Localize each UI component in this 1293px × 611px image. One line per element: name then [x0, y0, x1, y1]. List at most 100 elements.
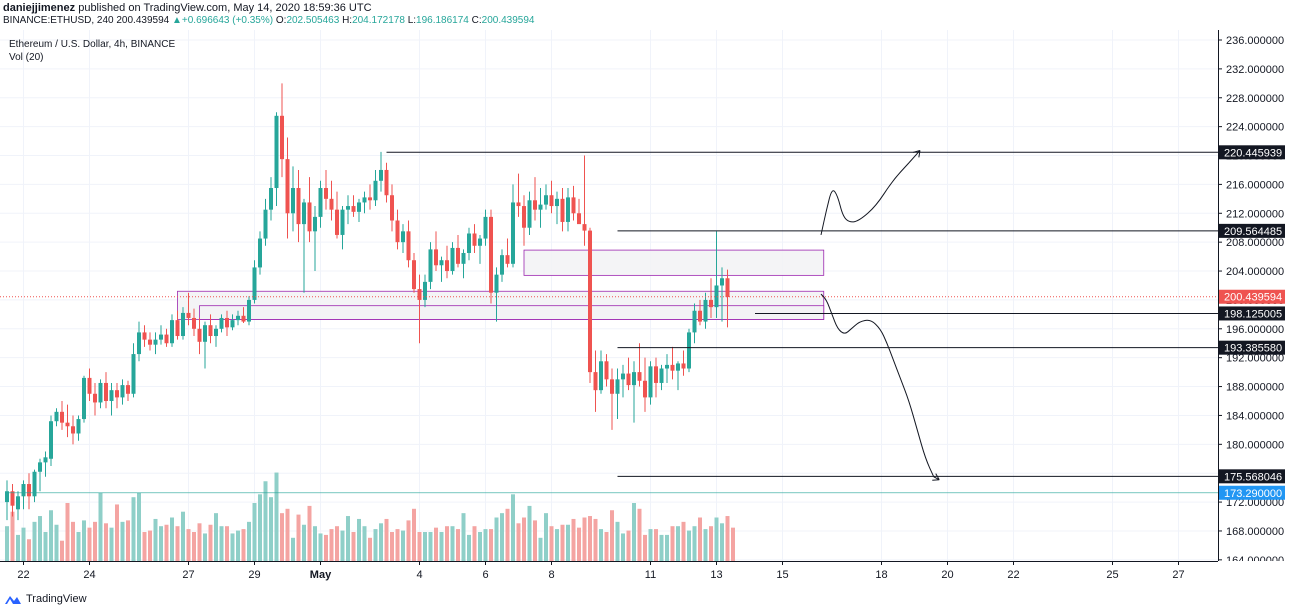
candle-body [709, 299, 713, 308]
volume-bar [225, 526, 229, 561]
candle [401, 224, 405, 253]
volume-bar [54, 524, 59, 561]
price-label-badge [1219, 485, 1285, 500]
candle [82, 375, 86, 423]
candle [263, 198, 268, 246]
candle-body [175, 320, 180, 337]
candle-body [698, 310, 702, 322]
candle [87, 368, 92, 401]
volume-bar [582, 517, 587, 561]
volume-bar [450, 526, 455, 561]
volume-bar [373, 529, 378, 561]
volume-bar [412, 508, 416, 561]
footer: TradingView [4, 591, 87, 607]
series-title[interactable]: Ethereum / U.S. Dollar, 4h, BINANCE [9, 39, 176, 50]
volume-bar [43, 532, 48, 561]
volume-bar [186, 529, 191, 561]
candle [197, 317, 202, 355]
candle [181, 307, 185, 340]
candle-body [225, 317, 229, 328]
volume-legend[interactable]: Vol (20) [9, 52, 44, 63]
volume-bar [478, 532, 482, 561]
candle [599, 350, 603, 394]
volume-bar [219, 526, 224, 561]
candle-body [93, 393, 97, 403]
candles [5, 83, 730, 521]
candle-body [203, 325, 207, 342]
volume-bar [522, 517, 526, 561]
candle [637, 343, 642, 387]
volume-bar [604, 532, 609, 561]
candle [654, 357, 658, 398]
candle-body [390, 195, 394, 221]
time-tick-label: 27 [1172, 569, 1184, 581]
candle-body [478, 238, 482, 246]
candle [38, 458, 42, 492]
candle-body [192, 317, 196, 329]
candle [648, 361, 653, 405]
candle [368, 184, 372, 210]
candle [76, 415, 81, 441]
candle [98, 379, 103, 409]
candle [445, 245, 449, 279]
candle-body [137, 332, 141, 355]
volume-bar [703, 529, 708, 561]
candle-body [401, 231, 405, 243]
candle-body [54, 411, 59, 422]
volume-bar [560, 524, 565, 561]
candle [439, 256, 444, 282]
tradingview-logo-icon[interactable] [4, 593, 22, 605]
candle [186, 292, 191, 326]
volume-bar [467, 534, 471, 561]
volume-bar [16, 534, 20, 561]
price-chart[interactable]: 236.000000 232.000000 228.000000 224.000000… [0, 30, 1293, 586]
candle-body [406, 231, 411, 261]
close-label: C: [471, 15, 482, 26]
candle-body [428, 249, 433, 282]
candle-body [456, 247, 460, 264]
candle-body [131, 354, 136, 394]
time-tick-label: 22 [17, 569, 29, 581]
candle [456, 234, 460, 268]
volume-bar [384, 518, 389, 561]
candle [703, 292, 708, 329]
candle-body [49, 421, 53, 459]
candle [434, 231, 438, 272]
candle [214, 325, 218, 347]
candle-body [252, 267, 257, 300]
high-value: 204.172178 [352, 15, 405, 26]
volume-bar [505, 508, 510, 561]
price-label-text: 198.125005 [1224, 308, 1282, 320]
open-value: 202.505463 [286, 15, 340, 26]
candle [643, 357, 647, 412]
candle-body [417, 289, 422, 300]
candle-body [148, 339, 152, 345]
candle-body [395, 220, 400, 243]
publisher-name[interactable]: daniejjimenez [3, 2, 76, 14]
candle-body [351, 206, 356, 212]
volume-bar [626, 530, 631, 561]
time-tick-label: 25 [1106, 569, 1118, 581]
volume-bar [87, 527, 92, 561]
candle-body [494, 274, 499, 293]
candle [27, 473, 31, 510]
volume-bar [379, 523, 383, 561]
candle-body [703, 299, 708, 322]
candle [610, 368, 614, 430]
volume-bar [670, 526, 675, 561]
candle [373, 169, 378, 207]
candle-body [445, 260, 449, 272]
chart-area[interactable]: 236.000000 232.000000 228.000000 224.000000… [0, 30, 1293, 586]
candle-body [285, 159, 290, 214]
volume-bar [49, 510, 53, 561]
candle-body [615, 379, 620, 394]
volume-bar [302, 524, 306, 561]
candle [5, 480, 9, 521]
volume-bar [709, 526, 713, 561]
footer-brand[interactable]: TradingView [26, 593, 87, 605]
price-label-text: 193.385580 [1224, 343, 1282, 355]
volume-bar [648, 529, 653, 561]
price-label-badge [1219, 340, 1285, 355]
candle [313, 206, 317, 272]
candle-body [164, 334, 169, 344]
